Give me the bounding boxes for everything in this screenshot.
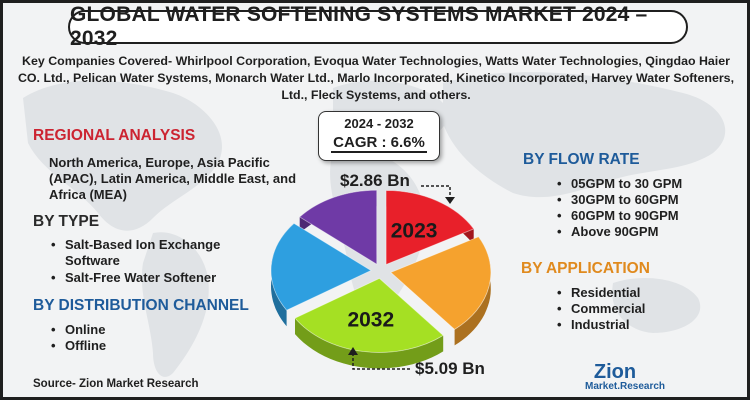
pie-slice [270, 222, 372, 311]
cagr-years: 2024 - 2032 [344, 116, 414, 131]
list-item: 30GPM to 60GPM [555, 192, 735, 208]
pie-slice [390, 236, 492, 330]
pie-slice-side [295, 318, 444, 369]
by-flow-rate-heading: BY FLOW RATE [523, 151, 640, 168]
pie-slice [385, 190, 475, 266]
regional-analysis-text: North America, Europe, Asia Pacific (APA… [49, 155, 297, 202]
chart-title: GLOBAL WATER SOFTENING SYSTEMS MARKET 20… [70, 3, 648, 50]
value-2023-label: $2.86 Bn [340, 171, 410, 190]
list-item: Above 90GPM [555, 224, 735, 240]
pie-slice-side [454, 236, 491, 346]
list-item: Residential [555, 285, 715, 301]
pie-slice [294, 277, 444, 353]
logo-subtext: Market.Research [585, 381, 666, 392]
by-type-list: Salt-Based Ion Exchange Software Salt-Fr… [49, 237, 249, 286]
list-item: Salt-Based Ion Exchange Software [49, 237, 249, 269]
list-item: Offline [49, 338, 249, 354]
list-item: 60GPM to 90GPM [555, 208, 735, 224]
pie-slice [299, 189, 378, 265]
value-2032-label: $5.09 Bn [415, 359, 485, 378]
by-application-heading: BY APPLICATION [521, 260, 650, 277]
pie-chart: 2023 2032 [270, 185, 492, 370]
regional-analysis-heading: REGIONAL ANALYSIS [33, 127, 196, 144]
list-item: Industrial [555, 317, 715, 333]
pie-slice-label: 2023 [391, 220, 438, 243]
callout-line-2032 [352, 353, 411, 370]
list-item: Online [49, 322, 249, 338]
by-flow-rate-list: 05GPM to 30 GPM 30GPM to 60GPM 60GPM to … [555, 176, 735, 240]
zion-logo: Zion Market.Research [585, 361, 666, 397]
cagr-box: 2024 - 2032 CAGR : 6.6% [318, 111, 440, 161]
by-type-heading: BY TYPE [33, 213, 100, 230]
logo-wordmark: Zion [593, 361, 637, 383]
list-item: Commercial [555, 301, 715, 317]
by-distribution-heading: BY DISTRIBUTION CHANNEL [33, 297, 249, 314]
list-item: 05GPM to 30 GPM [555, 176, 735, 192]
key-companies-text: Key Companies Covered- Whirlpool Corpora… [17, 54, 735, 102]
by-distribution-list: Online Offline [49, 322, 249, 354]
by-application-list: Residential Commercial Industrial [555, 285, 715, 333]
callout-arrow-2023 [445, 197, 455, 204]
title-banner: GLOBAL WATER SOFTENING SYSTEMS MARKET 20… [68, 3, 688, 50]
list-item: Salt-Free Water Softener [49, 270, 249, 286]
callout-arrow-2032 [348, 347, 358, 355]
source-note: Source- Zion Market Research [33, 378, 199, 390]
cagr-value: CAGR : 6.6% [331, 134, 427, 153]
pie-slice-label: 2032 [347, 309, 394, 332]
